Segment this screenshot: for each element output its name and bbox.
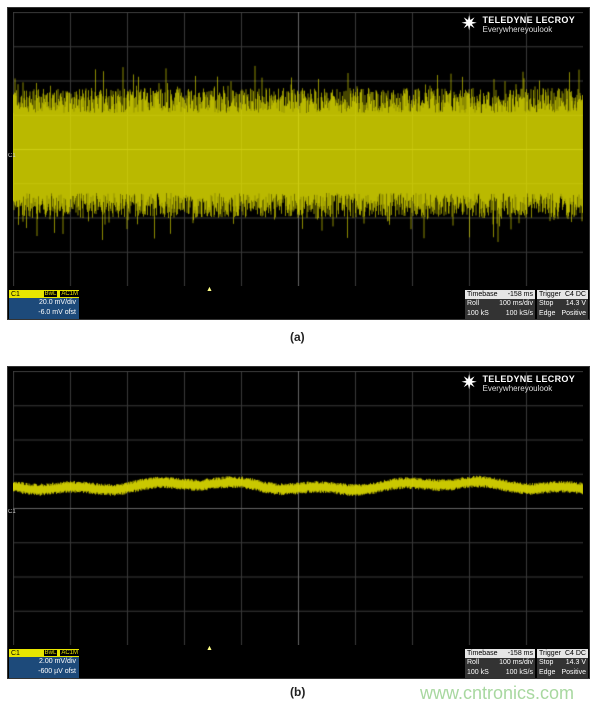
brand-logo: ✷ TELEDYNE LECROY Everywhereyoulook	[461, 373, 575, 393]
timebase-label: Timebase	[467, 291, 498, 298]
coupling-tag: AC1M	[60, 291, 79, 297]
trigger-channel: C4	[564, 650, 574, 657]
channel-name: C1	[11, 649, 20, 657]
trigger-label: Trigger	[539, 650, 561, 657]
channel-name: C1	[11, 290, 20, 298]
brand-name: TELEDYNE LECROY	[482, 373, 575, 384]
trigger-coupling: DC	[575, 650, 586, 657]
waveform-grid: C1	[8, 12, 583, 286]
trigger-level: 14.3 V	[565, 659, 586, 666]
channel-marker: C1	[8, 509, 16, 515]
timebase-value: -158 ms	[507, 291, 533, 298]
brand-tagline: Everywhereyoulook	[482, 24, 553, 34]
brand-logo: ✷ TELEDYNE LECROY Everywhereyoulook	[461, 14, 575, 34]
volts-per-div: 2.00 mV/div	[39, 658, 76, 665]
time-per-div: 100 ms/div	[499, 659, 533, 666]
trigger-descriptor[interactable]: Trigger C4 DC Stop 14.3 V Edge Positive	[537, 649, 588, 678]
trigger-slope: Positive	[561, 310, 586, 317]
trigger-coupling: DC	[575, 291, 586, 298]
trigger-state: Stop	[539, 659, 554, 666]
acq-mode: Roll	[467, 300, 480, 307]
offset: -6.0 mV ofst	[38, 309, 76, 316]
trigger-channel: C4	[564, 291, 574, 298]
oscilloscope-screen-b: C1 ✷ TELEDYNE LECROY Everywhereyoulook ▲ …	[7, 366, 590, 679]
volts-per-div: 20.0 mV/div	[39, 299, 76, 306]
trigger-descriptor[interactable]: Trigger C4 DC Stop 14.3 V Edge Positive	[537, 290, 588, 319]
lecroy-logo-icon: ✷	[460, 372, 478, 394]
timebase-descriptor[interactable]: Timebase -158 ms Roll 100 ms/div 100 kS 100…	[465, 649, 535, 678]
offset: -600 µV ofst	[38, 668, 76, 675]
timebase-label: Timebase	[467, 650, 498, 657]
bwl-tag: BwL	[43, 650, 58, 656]
trigger-position-marker[interactable]: ▲	[206, 286, 213, 293]
sample-rate: 100 kS/s	[505, 669, 533, 676]
lecroy-logo-icon: ✷	[460, 13, 478, 35]
channel-descriptor[interactable]: C1 BwL AC1M 2.00 mV/div -600 µV ofst	[9, 649, 79, 678]
timebase-value: -158 ms	[507, 650, 533, 657]
trigger-position-marker[interactable]: ▲	[206, 645, 213, 652]
acq-mode: Roll	[467, 659, 480, 666]
trigger-level: 14.3 V	[565, 300, 586, 307]
brand-name: TELEDYNE LECROY	[482, 14, 575, 25]
channel-marker: C1	[8, 153, 16, 159]
waveform-trace	[13, 371, 583, 645]
waveform-grid: C1	[8, 371, 583, 645]
timebase-descriptor[interactable]: Timebase -158 ms Roll 100 ms/div 100 kS 100…	[465, 290, 535, 319]
trigger-type: Edge	[539, 669, 556, 676]
figure-caption: (b)	[290, 685, 306, 699]
waveform-trace	[13, 12, 583, 286]
watermark: www.cntronics.com	[420, 683, 575, 703]
oscilloscope-screen-a: C1 ✷ TELEDYNE LECROY Everywhereyoulook ▲ …	[7, 7, 590, 320]
sample-count: 100 kS	[467, 310, 489, 317]
sample-rate: 100 kS/s	[505, 310, 533, 317]
brand-tagline: Everywhereyoulook	[482, 383, 553, 393]
time-per-div: 100 ms/div	[499, 300, 533, 307]
bwl-tag: BwL	[43, 291, 58, 297]
trigger-type: Edge	[539, 310, 556, 317]
figure-caption: (a)	[290, 330, 305, 344]
status-bar: C1 BwL AC1M 2.00 mV/div -600 µV ofst Timeb…	[8, 649, 589, 678]
trigger-state: Stop	[539, 300, 554, 307]
trigger-label: Trigger	[539, 291, 561, 298]
trigger-slope: Positive	[561, 669, 586, 676]
status-bar: C1 BwL AC1M 20.0 mV/div -6.0 mV ofst Timeb…	[8, 290, 589, 319]
sample-count: 100 kS	[467, 669, 489, 676]
channel-descriptor[interactable]: C1 BwL AC1M 20.0 mV/div -6.0 mV ofst	[9, 290, 79, 319]
coupling-tag: AC1M	[60, 650, 79, 656]
